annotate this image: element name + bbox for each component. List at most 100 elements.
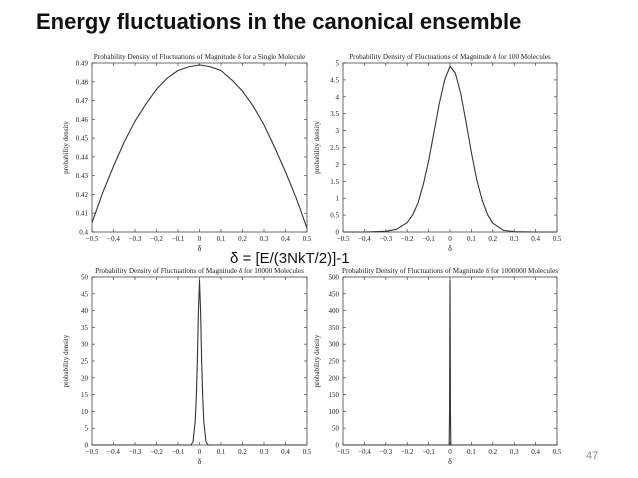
chart-2-xtick-label: 0.1	[467, 235, 476, 243]
chart-2-xlabel: δ	[448, 244, 452, 253]
chart-2-frame	[342, 62, 558, 233]
chart-1-ytick-label: 0.49	[76, 60, 89, 68]
chart-4-ytick-label: 350	[329, 324, 340, 332]
chart-1-ytick-label: 0.46	[76, 116, 89, 124]
chart-2-ytick-label: 4.5	[330, 76, 339, 84]
chart-4-ytick-label: 450	[329, 290, 340, 298]
chart-3-xtick-label: 0.4	[281, 448, 290, 456]
chart-4-xtick-label: 0.4	[531, 448, 540, 456]
chart-1-series-line	[91, 64, 308, 229]
chart-2-ytick-label: 1.5	[330, 178, 339, 186]
chart-2-xtick-label: −0.2	[401, 235, 414, 243]
chart-1-ylabel: probability density	[62, 121, 70, 174]
chart-2-ytick-label: 0	[336, 229, 340, 237]
chart-3-xtick-label: 0.3	[260, 448, 269, 456]
chart-3-series-line	[92, 279, 307, 446]
slide-title: Energy fluctuations in the canonical ens…	[36, 9, 522, 34]
chart-2-ytick-label: 3.5	[330, 110, 339, 118]
chart-2-xtick-label: 0	[448, 235, 452, 243]
chart-2-ytick-label: 3	[336, 127, 340, 135]
chart-3-frame	[91, 276, 308, 446]
page-number: 47	[586, 450, 599, 462]
chart-4-ytick-label: 150	[329, 391, 340, 399]
chart-2-xtick-label: −0.3	[379, 235, 392, 243]
chart-4-ytick-label: 500	[329, 274, 340, 282]
chart-3-xtick-label: −0.5	[86, 448, 99, 456]
chart-4-xtick-label: 0.5	[553, 448, 562, 456]
chart-2-title: Probability Density of Fluctuations of M…	[349, 53, 551, 61]
chart-1-xtick-label: 0.2	[238, 235, 247, 243]
chart-4-xtick-label: 0	[448, 448, 452, 456]
chart-3-ytick-label: 15	[81, 391, 89, 399]
chart-4-xtick-label: −0.4	[358, 448, 371, 456]
chart-1-xtick-label: 0.1	[217, 235, 226, 243]
chart-1-ytick-label: 0.44	[76, 153, 89, 161]
chart-4-xtick-label: 0.3	[510, 448, 519, 456]
chart-3-ytick-label: 40	[81, 307, 89, 315]
chart-4-xtick-label: −0.1	[422, 448, 435, 456]
chart-1-xtick-label: 0.3	[260, 235, 269, 243]
chart-3-xtick-label: 0.1	[217, 448, 226, 456]
chart-1-ytick-label: 0.42	[76, 191, 89, 199]
chart-1-xtick-label: 0.4	[281, 235, 290, 243]
chart-1-xtick-label: 0.5	[303, 235, 312, 243]
chart-4-series-line	[343, 279, 557, 446]
chart-3-xtick-label: 0.2	[238, 448, 247, 456]
chart-2-xtick-label: 0.3	[510, 235, 519, 243]
chart-2-xtick-label: −0.1	[422, 235, 435, 243]
chart-4-ytick-label: 200	[329, 374, 340, 382]
chart-1-xtick-label: −0.3	[129, 235, 142, 243]
chart-4-ytick-label: 300	[329, 341, 340, 349]
chart-4-ylabel: probability density	[313, 334, 321, 387]
chart-4-ytick-label: 250	[329, 358, 340, 366]
chart-2-xtick-label: 0.2	[488, 235, 497, 243]
chart-2-ytick-label: 1	[336, 195, 340, 203]
chart-3-ytick-label: 50	[81, 274, 89, 282]
chart-4-ytick-label: 50	[332, 425, 340, 433]
chart-3-xtick-label: −0.1	[172, 448, 185, 456]
chart-4-xtick-label: −0.2	[401, 448, 414, 456]
chart-4-ytick-label: 400	[329, 307, 340, 315]
chart-1-xtick-label: −0.4	[107, 235, 120, 243]
chart-2-xtick-label: −0.4	[358, 235, 371, 243]
chart-3-ytick-label: 45	[81, 290, 89, 298]
chart-1-ytick-label: 0.47	[76, 97, 89, 105]
chart-4-xlabel: δ	[448, 457, 452, 466]
chart-2-ytick-label: 0.5	[330, 212, 339, 220]
chart-1-ytick-label: 0.45	[76, 135, 89, 143]
chart-1-xtick-label: −0.5	[86, 235, 99, 243]
chart-1-xtick-label: −0.2	[150, 235, 163, 243]
chart-2-xtick-label: 0.4	[531, 235, 540, 243]
chart-3-title: Probability Density of Fluctuations of M…	[95, 267, 304, 275]
chart-3-ytick-label: 35	[81, 324, 89, 332]
chart-1-ytick-label: 0.4	[79, 229, 88, 237]
chart-3-xtick-label: −0.4	[107, 448, 120, 456]
chart-3-xlabel: δ	[198, 457, 202, 466]
chart-4-title: Probability Density of Fluctuations of M…	[342, 267, 558, 275]
delta-formula: δ = [E/(3NkT/2)]-1	[228, 250, 352, 267]
chart-2-xtick-label: 0.5	[553, 235, 562, 243]
chart-1-ytick-label: 0.41	[76, 210, 89, 218]
chart-4-xtick-label: −0.3	[379, 448, 392, 456]
chart-1-xlabel: δ	[198, 244, 202, 253]
chart-2-series-line	[343, 65, 557, 233]
chart-1-xtick-label: 0	[198, 235, 202, 243]
chart-3-ytick-label: 30	[81, 341, 89, 349]
chart-3-xtick-label: −0.3	[129, 448, 142, 456]
chart-2-ytick-label: 2	[336, 161, 340, 169]
chart-2-ytick-label: 4	[336, 93, 340, 101]
chart-2-ylabel: probability density	[313, 121, 321, 174]
chart-4-xtick-label: 0.1	[467, 448, 476, 456]
chart-4-ytick-label: 100	[329, 408, 340, 416]
chart-2-xtick-label: −0.5	[337, 235, 350, 243]
chart-3-ylabel: probability density	[62, 334, 70, 387]
chart-3-ytick-label: 0	[85, 442, 89, 450]
chart-4-xtick-label: −0.5	[337, 448, 350, 456]
chart-3-ytick-label: 25	[81, 358, 89, 366]
chart-3-xtick-label: 0	[198, 448, 202, 456]
chart-1-ytick-label: 0.43	[76, 172, 89, 180]
chart-2-ytick-label: 2.5	[330, 144, 339, 152]
chart-1-xtick-label: −0.1	[172, 235, 185, 243]
chart-3-xtick-label: −0.2	[150, 448, 163, 456]
